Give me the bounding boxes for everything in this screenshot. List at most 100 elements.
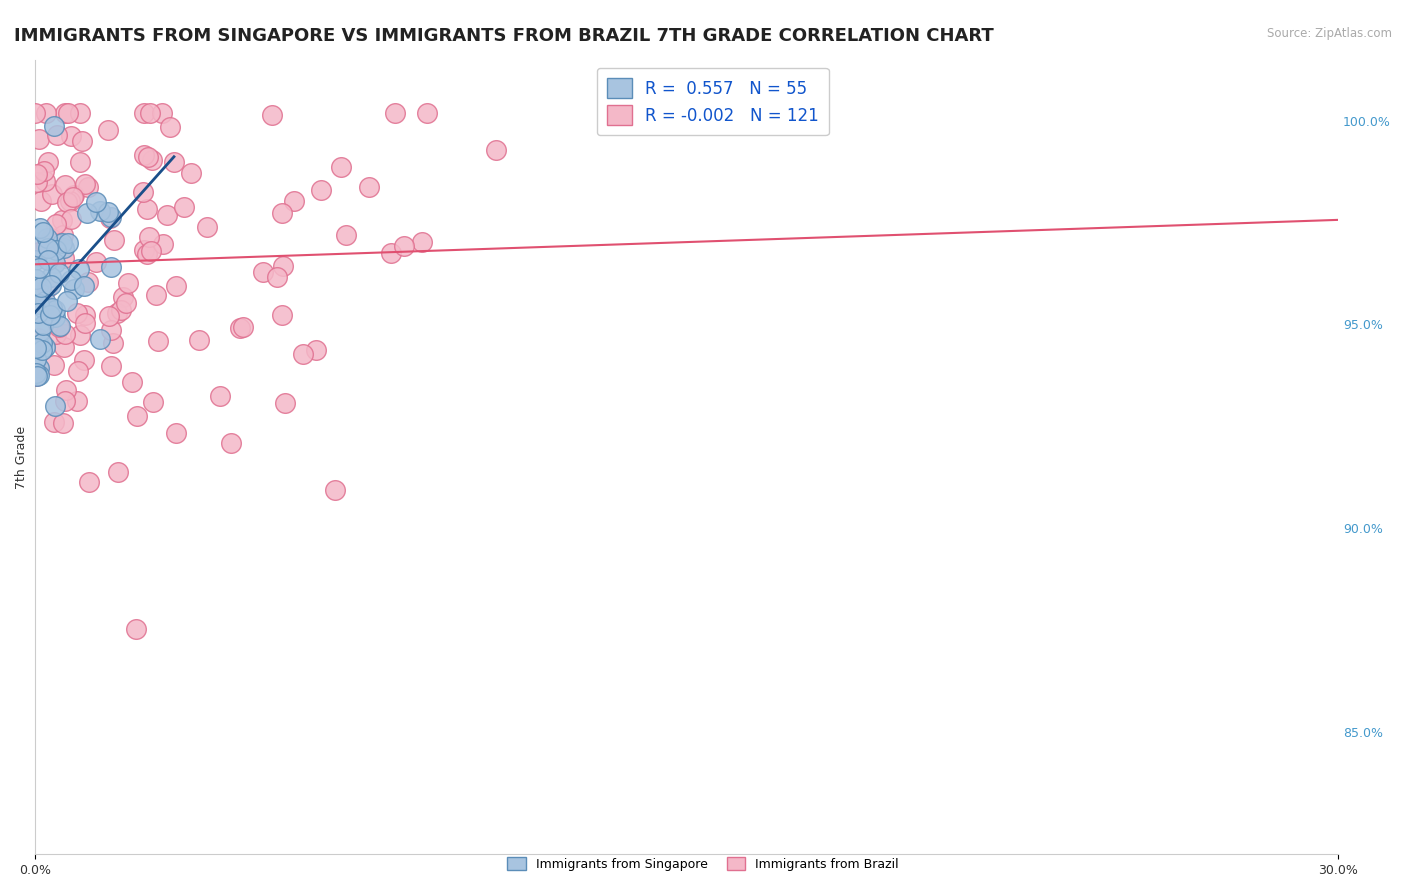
Point (31, 318, 53, 332)
Point (359, 180, 381, 194)
Point (132, 185, 155, 199)
Point (52, 241, 75, 255)
Point (291, 347, 314, 361)
Point (107, 466, 129, 480)
Point (66, 394, 89, 409)
Point (101, 335, 124, 350)
Point (89, 332, 111, 346)
Point (98, 211, 121, 226)
Point (48, 266, 70, 280)
Point (44, 310, 66, 325)
Point (27, 360, 49, 375)
Point (100, 211, 122, 225)
Point (89, 203, 111, 218)
Point (32, 225, 55, 239)
Point (132, 105, 155, 120)
Point (28, 240, 51, 254)
Point (34, 174, 56, 188)
Point (44, 255, 66, 269)
Point (105, 306, 128, 320)
Point (52, 227, 75, 242)
Point (110, 302, 132, 317)
Point (394, 239, 416, 253)
Point (28, 244, 51, 259)
Point (44, 399, 66, 413)
Point (75, 316, 97, 330)
Point (34, 105, 56, 120)
Point (30, 194, 52, 208)
Point (63, 188, 86, 202)
Point (66, 364, 89, 378)
Point (260, 108, 283, 122)
Point (38, 308, 60, 322)
Point (117, 276, 139, 290)
Point (165, 425, 187, 440)
Point (69, 105, 91, 120)
Point (195, 220, 218, 235)
Point (28, 220, 51, 235)
Point (39, 270, 62, 285)
Point (103, 233, 125, 247)
Point (232, 319, 254, 334)
Point (24, 272, 46, 286)
Point (51, 236, 73, 251)
Point (53, 251, 76, 265)
Point (309, 183, 332, 197)
Point (165, 279, 187, 293)
Point (411, 235, 433, 249)
Point (271, 206, 294, 220)
Point (141, 153, 163, 168)
Point (56, 293, 79, 308)
Point (138, 105, 160, 120)
Point (34, 239, 56, 253)
Legend: Immigrants from Singapore, Immigrants from Brazil: Immigrants from Singapore, Immigrants fr… (501, 851, 905, 877)
Point (30, 280, 52, 294)
Point (44, 303, 66, 318)
Point (28, 132, 51, 146)
Point (53, 326, 76, 341)
Point (28, 297, 51, 311)
Point (24, 253, 46, 268)
Point (28, 368, 51, 382)
Point (84, 254, 107, 268)
Point (38, 303, 60, 318)
Point (273, 259, 295, 273)
Point (271, 308, 294, 322)
Point (180, 166, 202, 180)
Point (51, 416, 73, 430)
Point (100, 323, 122, 337)
Point (66, 306, 89, 320)
Point (28, 261, 51, 276)
Point (25, 368, 48, 383)
Point (31, 336, 53, 351)
Point (27, 331, 49, 345)
Point (37, 155, 59, 169)
Point (25, 342, 48, 356)
Point (146, 334, 169, 348)
Point (31, 301, 53, 315)
Point (69, 327, 91, 342)
Point (156, 208, 179, 222)
Point (152, 105, 174, 120)
Point (69, 154, 91, 169)
Point (266, 269, 288, 284)
Point (229, 320, 252, 334)
Point (37, 241, 59, 255)
Point (53, 178, 76, 192)
Point (219, 436, 242, 450)
Point (384, 106, 406, 120)
Point (136, 247, 159, 261)
Point (67, 262, 90, 277)
Point (45, 326, 67, 341)
Point (34, 340, 56, 354)
Point (37, 231, 59, 245)
Legend: R =  0.557   N = 55, R = -0.002   N = 121: R = 0.557 N = 55, R = -0.002 N = 121 (596, 68, 828, 136)
Point (25, 167, 48, 181)
Point (323, 483, 346, 498)
Point (77, 180, 100, 194)
Point (138, 229, 160, 244)
Point (51, 212, 73, 227)
Y-axis label: 7th Grade: 7th Grade (15, 425, 28, 489)
Point (56, 194, 79, 209)
Point (84, 194, 107, 209)
